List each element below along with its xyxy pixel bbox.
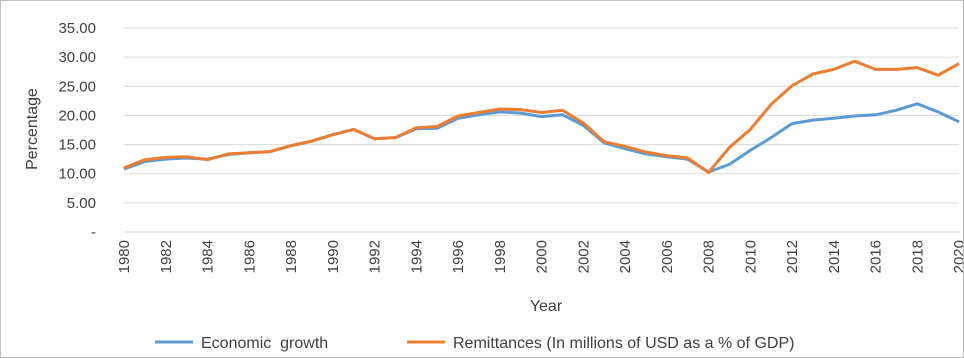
gridlines <box>124 27 959 204</box>
x-tick-label: 1986 <box>241 240 258 273</box>
x-tick-label: 1990 <box>325 240 342 273</box>
x-tick-label: 1980 <box>116 240 133 273</box>
x-axis-ticks: 1980 1982 1984 1986 1988 1990 1992 1994 1996 1998… <box>116 240 963 273</box>
series-line-remittances <box>123 59 960 174</box>
x-tick-label: 2016 <box>868 240 885 273</box>
x-tick-label: 2010 <box>742 240 759 273</box>
series-line-economic-growth <box>123 102 960 174</box>
legend: Economic growth Remittances (In millions… <box>155 335 794 352</box>
x-tick-label: 2018 <box>909 240 926 273</box>
x-tick-label: 1982 <box>158 240 175 273</box>
x-tick-label: 2006 <box>659 240 676 273</box>
x-tick-label: 1992 <box>367 240 384 273</box>
y-tick-label: - <box>91 224 96 241</box>
y-tick-label: 30.00 <box>58 49 96 66</box>
x-axis-title: Year <box>530 298 563 315</box>
x-tick-label: 2002 <box>575 240 592 273</box>
x-tick-label: 1998 <box>492 240 509 273</box>
series-lines <box>123 59 960 174</box>
x-tick-label: 1996 <box>450 240 467 273</box>
y-axis-ticks: - 5.00 10.00 15.00 20.00 25.00 30.00 35.00 <box>58 20 96 241</box>
x-tick-label: 2008 <box>701 240 718 273</box>
x-tick-label: 2020 <box>951 240 963 273</box>
y-tick-label: 10.00 <box>58 166 96 183</box>
y-tick-label: 15.00 <box>58 137 96 154</box>
y-tick-label: 5.00 <box>67 195 96 212</box>
x-tick-label: 2014 <box>826 240 843 273</box>
y-axis-title: Percentage <box>24 88 41 170</box>
legend-label-remittances: Remittances (In millions of USD as a % o… <box>453 335 794 352</box>
legend-label-economic-growth: Economic growth <box>201 335 328 352</box>
x-tick-label: 1984 <box>200 240 217 273</box>
x-tick-label: 1994 <box>408 240 425 273</box>
y-tick-label: 25.00 <box>58 78 96 95</box>
x-tick-label: 2004 <box>617 240 634 273</box>
x-tick-label: 2012 <box>784 240 801 273</box>
y-tick-label: 20.00 <box>58 107 96 124</box>
y-tick-label: 35.00 <box>58 20 96 37</box>
x-tick-label: 2000 <box>534 240 551 273</box>
x-tick-label: 1988 <box>283 240 300 273</box>
